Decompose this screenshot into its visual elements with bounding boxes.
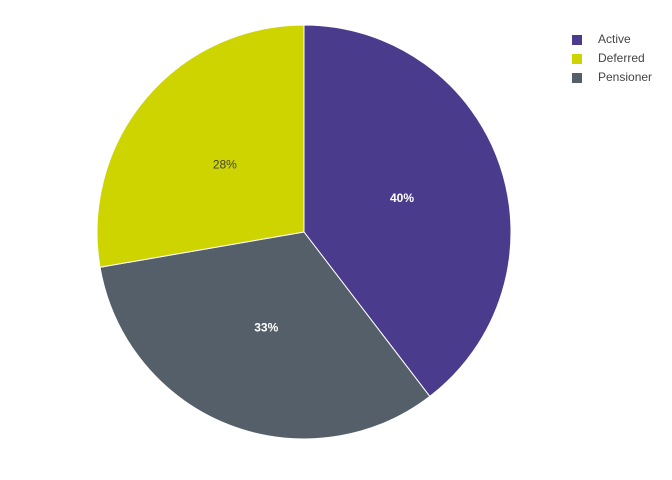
legend-label: Active bbox=[598, 32, 631, 46]
slice-label: 40% bbox=[390, 191, 414, 205]
legend-swatch bbox=[572, 35, 582, 45]
legend-label: Deferred bbox=[598, 51, 645, 65]
pie-slice bbox=[303, 24, 512, 398]
slice-label: 28% bbox=[213, 158, 237, 172]
pie-slice bbox=[96, 24, 305, 268]
pie-slice bbox=[99, 231, 431, 440]
legend-swatch bbox=[572, 73, 582, 83]
slice-label: 33% bbox=[254, 321, 278, 335]
legend-swatch bbox=[572, 54, 582, 64]
legend-label: Pensioner bbox=[598, 70, 652, 84]
